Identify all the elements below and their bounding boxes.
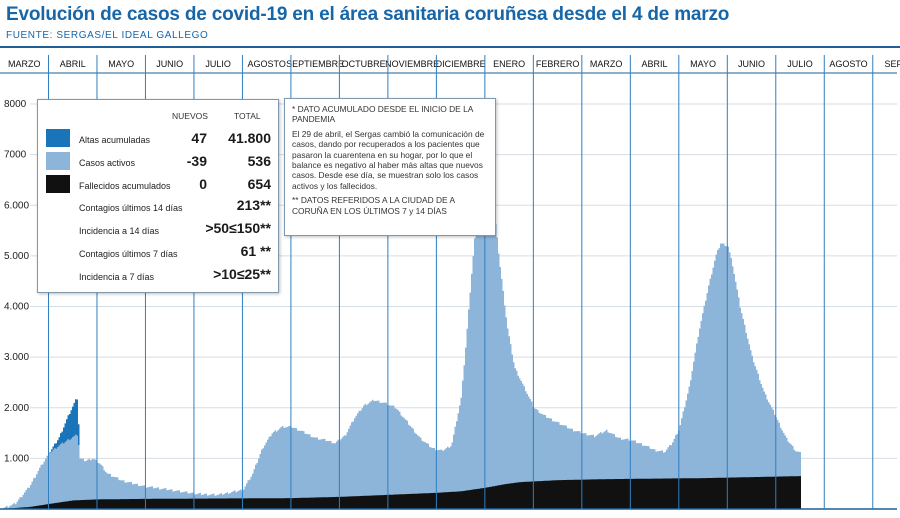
legend-row-altas: Altas acumuladas 47 41.800 — [38, 129, 278, 151]
month-label: MARZO — [590, 59, 623, 69]
month-label: NOVIEMBRE — [385, 59, 439, 69]
month-label: JUNIO — [156, 59, 183, 69]
month-label: AGOSTO — [829, 59, 867, 69]
y-tick-label: 4.000 — [4, 302, 29, 313]
month-label: MARZO — [8, 59, 41, 69]
month-label: JUNIO — [738, 59, 765, 69]
stat-value: 61 ** — [240, 243, 271, 259]
stat-label: Incidencia a 14 días — [79, 226, 160, 236]
y-tick-label: 1.000 — [4, 453, 29, 464]
stat-value: >50≤150** — [205, 220, 271, 236]
month-label: ABRIL — [60, 59, 86, 69]
legend-header-nuevos: NUEVOS — [172, 111, 208, 121]
month-label: ABRIL — [642, 59, 668, 69]
y-tick-label: 7000 — [4, 150, 27, 161]
stat-value: >10≤25** — [213, 266, 271, 282]
legend-total-value: 41.800 — [228, 130, 271, 146]
month-label: ENERO — [493, 59, 525, 69]
legend-total-value: 536 — [247, 153, 271, 169]
legend-total-value: 654 — [247, 176, 271, 192]
altas-swatch — [46, 129, 70, 147]
stat-label: Contagios últimos 7 días — [79, 249, 178, 259]
series-fallecidos-acumulados — [0, 476, 801, 509]
month-label: MAYO — [108, 59, 134, 69]
note-acumulado: * DATO ACUMULADO DESDE EL INICIO DE LA P… — [292, 104, 473, 125]
fallecidos-swatch — [46, 175, 70, 193]
stat-label: Contagios últimos 14 días — [79, 203, 183, 213]
legend-nuevos-value: 47 — [191, 130, 207, 146]
y-tick-label: 5.000 — [4, 251, 29, 262]
legend-nuevos-value: -39 — [186, 153, 207, 169]
y-tick-label: 3.000 — [4, 352, 29, 363]
stat-value: 213** — [236, 197, 271, 213]
month-label: SEPT. — [884, 59, 900, 69]
month-label: OCTUBRE — [342, 59, 386, 69]
y-tick-label: 2.000 — [4, 403, 29, 414]
month-label: JULIO — [205, 59, 231, 69]
month-label: DICIEMBRE — [436, 59, 486, 69]
legend-panel: NUEVOS TOTAL Altas acumuladas 47 41.800 … — [37, 99, 279, 293]
note-sergas-change: El 29 de abril, el Sergas cambió la comu… — [292, 128, 485, 191]
y-tick-label: 6.000 — [4, 200, 29, 211]
notes-panel: * DATO ACUMULADO DESDE EL INICIO DE LA P… — [284, 98, 496, 236]
legend-label: Casos activos — [79, 158, 136, 168]
series-altas-acumuladas — [49, 399, 80, 454]
month-label: AGOSTO — [248, 59, 286, 69]
legend-nuevos-value: 0 — [199, 176, 207, 192]
legend-row-fallecidos: Fallecidos acumulados 0 654 — [38, 175, 278, 197]
legend-header-total: TOTAL — [234, 111, 261, 121]
series-casos-activos — [0, 181, 801, 509]
legend-label: Altas acumuladas — [79, 135, 151, 145]
title-rule — [0, 46, 900, 48]
chart-source: FUENTE: SERGAS/EL IDEAL GALLEGO — [6, 30, 209, 41]
y-tick-label: 8000 — [4, 99, 27, 110]
chart-title: Evolución de casos de covid-19 en el áre… — [6, 4, 730, 25]
month-label: FEBRERO — [536, 59, 580, 69]
stat-label: Incidencia a 7 días — [79, 272, 155, 282]
note-city-data: ** DATOS REFERIDOS A LA CIUDAD DE A CORU… — [292, 195, 455, 216]
legend-label: Fallecidos acumulados — [79, 181, 171, 191]
month-label: JULIO — [787, 59, 813, 69]
month-label: SEPTIEMBRE — [286, 59, 344, 69]
legend-row-activos: Casos activos -39 536 — [38, 152, 278, 174]
month-label: MAYO — [690, 59, 716, 69]
activos-swatch — [46, 152, 70, 170]
